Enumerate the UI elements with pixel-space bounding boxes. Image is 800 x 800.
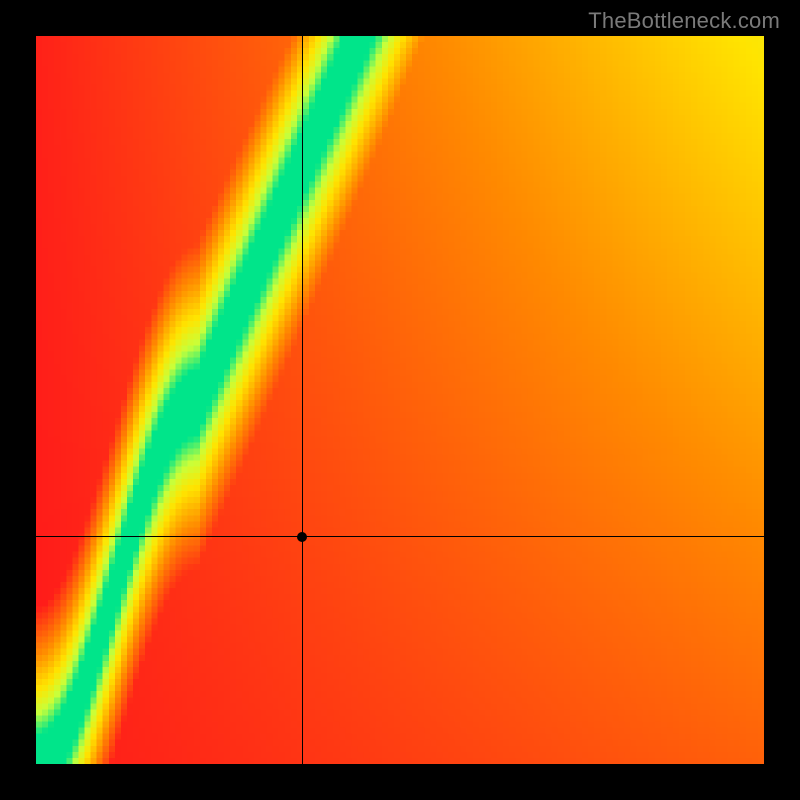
heatmap-canvas (36, 36, 764, 764)
crosshair-horizontal (36, 536, 764, 537)
watermark-text: TheBottleneck.com (588, 8, 780, 34)
crosshair-marker (297, 532, 307, 542)
chart-container: TheBottleneck.com (0, 0, 800, 800)
crosshair-vertical (302, 36, 303, 764)
